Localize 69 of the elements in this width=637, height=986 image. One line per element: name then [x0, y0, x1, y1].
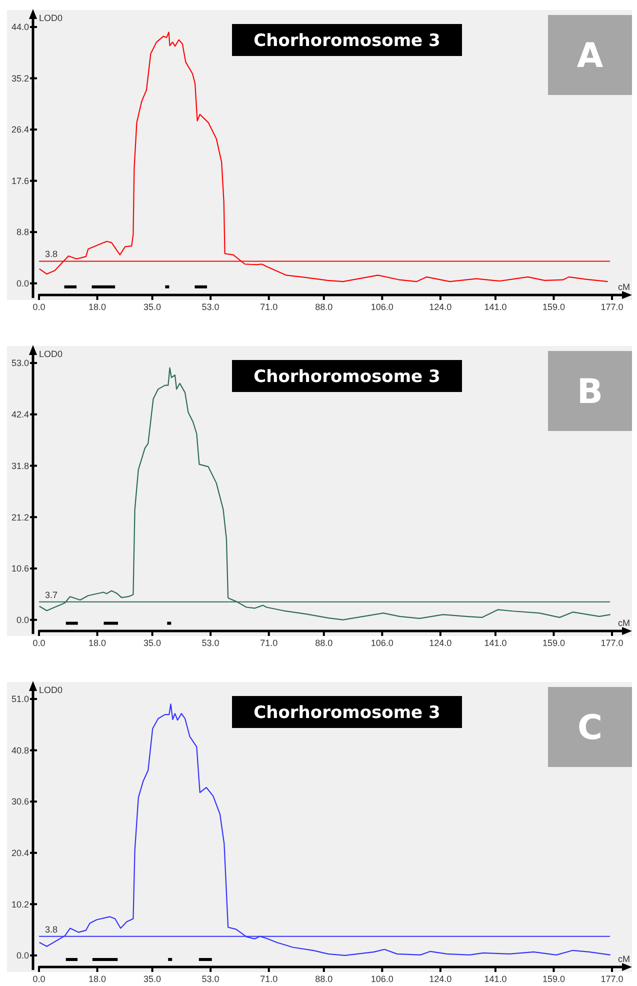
x-tick-label: 124.0: [429, 974, 452, 984]
x-tick-label: 0.0: [32, 638, 46, 648]
x-tick-label: 124.0: [429, 302, 452, 312]
chart-title: Chorhoromosome 3: [254, 367, 440, 387]
ref-line-label: 3.8: [45, 249, 58, 260]
y-tick-label: 40.8: [11, 745, 29, 756]
y-tick-label: 30.6: [11, 796, 29, 807]
y-tick-label: 35.2: [11, 73, 29, 84]
x-axis-title: cM: [618, 618, 630, 628]
line-series: [38, 32, 608, 282]
y-axis-title: LOD0: [39, 685, 63, 695]
ref-line-label: 3.7: [45, 590, 58, 600]
x-tick-label: 88.0: [315, 974, 333, 984]
x-tick-label: 88.0: [315, 302, 333, 312]
x-tick-label: 141.0: [484, 974, 507, 984]
line-series: [38, 703, 611, 956]
x-tick-label: 141.0: [484, 638, 507, 648]
x-tick-label: 106.0: [370, 638, 394, 648]
chart-title: Chorhoromosome 3: [254, 703, 440, 723]
y-tick-label: 17.6: [11, 176, 29, 186]
y-tick-label: 0.0: [16, 950, 29, 961]
y-tick-label: 0.0: [16, 278, 29, 288]
y-tick-label: 53.0: [11, 358, 29, 368]
annotation: C: [578, 708, 602, 748]
chart-title: Chorhoromosome 3: [254, 31, 440, 51]
y-axis-title: LOD0: [39, 349, 63, 359]
x-tick-label: 35.0: [144, 974, 162, 984]
x-tick-label: 88.0: [315, 638, 333, 648]
x-tick-label: 18.0: [88, 302, 106, 312]
x-tick-label: 141.0: [484, 302, 507, 312]
x-tick-label: 53.0: [202, 302, 220, 312]
y-tick-label: 10.6: [11, 564, 29, 574]
x-tick-label: 18.0: [88, 974, 106, 984]
y-tick-label: 20.4: [11, 848, 29, 858]
ref-line-label: 3.8: [45, 924, 58, 934]
y-tick-label: 44.0: [11, 22, 29, 32]
x-tick-label: 35.0: [144, 638, 162, 648]
x-tick-label: 159.0: [542, 302, 565, 312]
y-axis-title: LOD0: [39, 13, 63, 23]
annotation: A: [576, 36, 604, 76]
x-tick-label: 177.0: [600, 974, 624, 984]
x-tick-label: 0.0: [32, 302, 46, 312]
annotation: B: [577, 372, 603, 412]
x-tick-label: 124.0: [429, 638, 452, 648]
x-tick-label: 0.0: [32, 974, 46, 984]
x-tick-label: 71.0: [260, 638, 278, 648]
y-tick-label: 42.4: [11, 410, 29, 420]
x-tick-label: 71.0: [260, 974, 278, 984]
x-tick-label: 18.0: [88, 638, 106, 648]
x-tick-label: 53.0: [202, 638, 220, 648]
y-tick-label: 51.0: [11, 694, 29, 704]
x-tick-label: 106.0: [370, 974, 394, 984]
y-tick-label: 0.0: [16, 615, 29, 626]
line-series: [38, 367, 611, 620]
y-tick-label: 21.2: [11, 512, 29, 522]
x-tick-label: 53.0: [202, 974, 220, 984]
y-tick-label: 26.4: [11, 124, 29, 135]
y-tick-label: 31.8: [11, 460, 29, 471]
x-tick-label: 177.0: [600, 638, 624, 648]
x-tick-label: 159.0: [542, 974, 565, 984]
x-tick-label: 35.0: [144, 302, 162, 312]
y-tick-label: 8.8: [16, 227, 29, 238]
x-axis-title: cM: [618, 954, 630, 964]
y-tick-label: 10.2: [11, 899, 29, 910]
x-axis-title: cM: [618, 282, 630, 292]
x-tick-label: 159.0: [542, 638, 565, 648]
x-tick-label: 71.0: [260, 302, 278, 312]
x-tick-label: 106.0: [370, 302, 394, 312]
x-tick-label: 177.0: [600, 302, 624, 312]
